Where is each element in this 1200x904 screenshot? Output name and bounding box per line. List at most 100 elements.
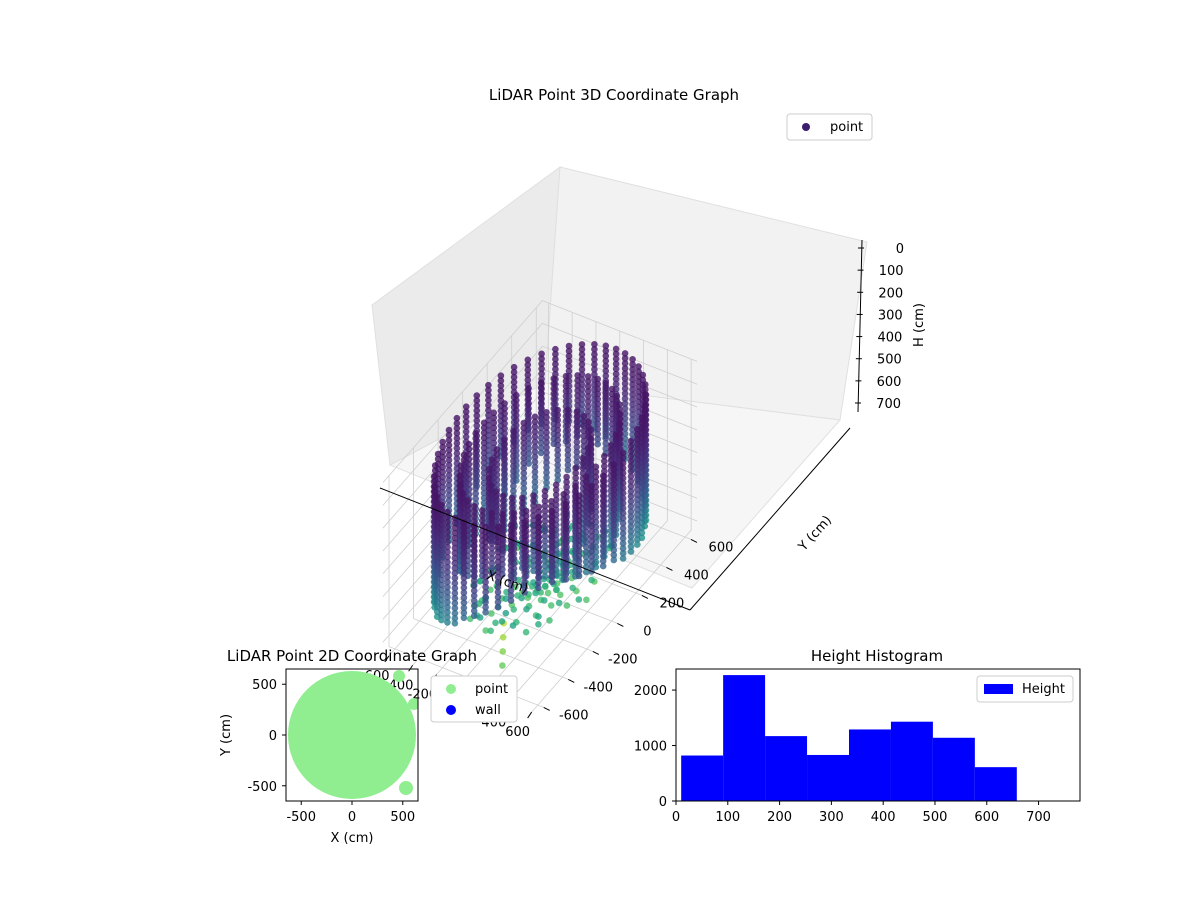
data-point-3d [634, 456, 641, 463]
data-point-3d [451, 569, 459, 577]
data-point-3d [641, 407, 649, 415]
data-point-3d [641, 402, 649, 410]
data-point-3d [629, 381, 636, 388]
data-point-3d [562, 561, 570, 568]
data-point-3d [473, 422, 481, 430]
data-point-3d [634, 481, 641, 488]
data-point-3d [444, 538, 451, 546]
plot-3d-title: LiDAR Point 3D Coordinate Graph [489, 86, 739, 104]
data-point-3d [541, 522, 549, 530]
legend-2d-label-point: point [475, 682, 508, 697]
data-point-3d [602, 435, 609, 442]
data-point-3d [619, 525, 627, 532]
data-point-3d [501, 466, 508, 474]
data-point-3d [594, 410, 601, 418]
data-point-3d [575, 596, 583, 603]
histogram-bar [723, 675, 766, 801]
data-point-3d [565, 352, 573, 360]
data-point-3d [602, 430, 609, 437]
y-tick-label-3d: -400 [584, 680, 614, 695]
data-point-3d [499, 497, 507, 505]
data-point-3d [588, 543, 595, 550]
z-tick-label-3d: 700 [876, 397, 901, 412]
data-point-3d [562, 556, 570, 563]
data-point-3d [470, 602, 478, 610]
data-point-3d [525, 385, 532, 392]
data-point-3d [531, 428, 539, 436]
data-point-3d [612, 436, 620, 443]
data-point-3d [634, 511, 641, 518]
data-point-3d [494, 543, 502, 551]
data-point-3d [507, 547, 515, 554]
data-point-3d [535, 524, 542, 531]
histogram-bar [848, 729, 891, 801]
data-point-3d [543, 434, 550, 441]
data-point-3d [555, 599, 563, 607]
data-point-3d [451, 554, 459, 562]
data-point-3d [602, 425, 609, 432]
data-point-3d [619, 495, 627, 502]
data-point-3d [525, 435, 532, 442]
data-point-3d [547, 602, 555, 609]
data-point-3d [493, 471, 501, 479]
data-point-3d [451, 589, 459, 597]
data-point-3d [520, 449, 528, 457]
data-point-3d [507, 567, 515, 574]
data-point-3d [617, 415, 624, 423]
data-point-3d [444, 518, 451, 526]
data-point-3d [510, 378, 518, 386]
data-point-3d [627, 498, 635, 505]
data-point-3d [460, 544, 468, 551]
data-point-3d [634, 446, 641, 453]
data-point-3d [510, 606, 517, 613]
data-point-3d [535, 564, 542, 571]
data-point-3d [575, 552, 583, 560]
data-point-3d [627, 518, 635, 525]
data-point-3d [599, 537, 607, 545]
data-point-3d [602, 415, 609, 422]
data-point-3d [634, 471, 641, 478]
data-point-3d [602, 405, 609, 412]
data-point-3d [634, 441, 641, 448]
data-point-3d [524, 366, 532, 374]
data-point-3d [627, 538, 635, 545]
x-tick-label-hist: 300 [819, 810, 844, 825]
x-tick-label-hist: 200 [767, 810, 792, 825]
data-point-3d [579, 455, 587, 462]
data-point-3d [480, 484, 488, 492]
data-point-3d [541, 543, 549, 550]
data-point-3d [497, 382, 505, 390]
data-point-3d [464, 497, 472, 504]
data-point-3d [554, 441, 561, 449]
data-point-3d [470, 537, 478, 544]
data-point-3d [627, 453, 635, 460]
data-point-3d [543, 459, 550, 466]
data-point-3d [627, 508, 635, 515]
data-point-3d [564, 466, 572, 474]
data-point-3d [460, 564, 468, 571]
data-point-3d [584, 383, 592, 390]
data-point-3d [563, 602, 571, 609]
data-point-3d [575, 527, 583, 535]
data-point-3d [564, 436, 572, 444]
data-point-3d [531, 483, 539, 491]
data-point-3d [490, 424, 498, 432]
data-point-3d [582, 473, 590, 481]
x-tick-label-hist: 0 [672, 810, 680, 825]
data-point-3d [564, 431, 572, 439]
data-point-3d [530, 507, 537, 514]
data-point-3d [550, 395, 558, 403]
grid-line-z [382, 300, 698, 483]
data-point-3d [599, 527, 607, 535]
data-point-3d [621, 385, 629, 392]
data-point-3d [525, 395, 532, 402]
data-point-3d [508, 499, 516, 507]
data-point-3d [602, 347, 610, 355]
data-point-3d [619, 515, 627, 522]
legend-2d: point wall [430, 675, 518, 723]
histogram-bar [807, 754, 849, 801]
data-point-3d [482, 578, 489, 586]
data-point-3d [460, 604, 468, 612]
data-point-3d [471, 508, 478, 515]
data-point-3d [513, 392, 520, 399]
